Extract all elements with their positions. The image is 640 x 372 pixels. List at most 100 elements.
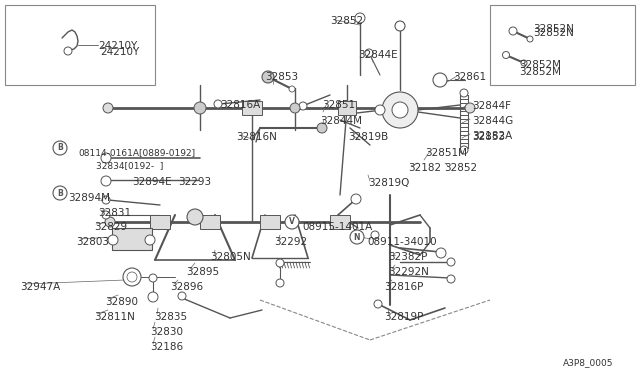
Text: 32851M: 32851M [425,148,467,158]
Circle shape [460,146,468,154]
Bar [150,215,170,229]
Text: 32896: 32896 [170,282,203,292]
Circle shape [521,60,527,66]
Circle shape [374,300,382,308]
Text: 32382P: 32382P [388,252,428,262]
Circle shape [102,211,110,219]
Circle shape [289,86,295,92]
Circle shape [460,89,468,97]
Text: 32186: 32186 [150,342,183,352]
Text: 32811N: 32811N [94,312,135,322]
Text: 32803: 32803 [76,237,109,247]
Text: 32819P: 32819P [384,312,424,322]
Circle shape [102,196,110,204]
Circle shape [447,258,455,266]
Text: 32182: 32182 [408,163,441,173]
Text: 32835: 32835 [154,312,187,322]
Bar [112,228,152,250]
Circle shape [502,51,509,58]
Circle shape [53,186,67,200]
Text: 32819Q: 32819Q [368,178,410,188]
Bar [200,215,220,229]
Text: 32852N: 32852N [533,28,574,38]
Circle shape [382,92,418,128]
Circle shape [392,102,408,118]
Circle shape [148,292,158,302]
Circle shape [101,176,111,186]
Circle shape [355,13,365,23]
Bar [260,215,280,229]
Text: 32182A: 32182A [472,131,512,141]
Text: 32844E: 32844E [358,50,397,60]
Text: 32292: 32292 [274,237,307,247]
Circle shape [351,194,361,204]
Bar [490,5,635,85]
Text: 32831: 32831 [98,208,131,218]
Circle shape [465,103,475,113]
Circle shape [262,71,274,83]
Circle shape [371,231,379,239]
Circle shape [127,272,137,282]
Text: 32861: 32861 [453,72,486,82]
Circle shape [447,275,455,283]
Text: 32947A: 32947A [20,282,60,292]
Circle shape [123,268,141,286]
Circle shape [375,105,385,115]
Text: 08114-0161A[0889-0192]: 08114-0161A[0889-0192] [78,148,195,157]
Circle shape [527,36,533,42]
Text: B: B [57,144,63,153]
Text: 32844F: 32844F [472,101,511,111]
Text: 32844M: 32844M [320,116,362,126]
Text: 32890: 32890 [105,297,138,307]
Text: 32829: 32829 [94,222,127,232]
Text: 32834[0192-  ]: 32834[0192- ] [96,161,163,170]
Text: 32894M: 32894M [68,193,110,203]
Circle shape [509,27,517,35]
Bar [242,101,262,115]
Text: 32852: 32852 [444,163,477,173]
Text: 32819B: 32819B [348,132,388,142]
Text: 32293: 32293 [178,177,211,187]
Text: 32852: 32852 [330,16,363,26]
Text: 32816P: 32816P [384,282,424,292]
Text: 32816A: 32816A [220,100,260,110]
Text: 32895: 32895 [186,267,219,277]
Text: 32851: 32851 [322,100,355,110]
Circle shape [108,235,118,245]
Text: A3P8_0005: A3P8_0005 [563,358,614,367]
Text: 08911-34010: 08911-34010 [367,237,436,247]
Text: 32852N: 32852N [533,24,574,34]
Text: 32844G: 32844G [472,116,513,126]
Text: 32805N: 32805N [210,252,251,262]
Circle shape [395,21,405,31]
Circle shape [285,215,299,229]
Circle shape [103,103,113,113]
Text: 32853: 32853 [472,132,505,142]
Circle shape [350,230,364,244]
Circle shape [178,292,186,300]
Text: 32830: 32830 [150,327,183,337]
Text: 32852M: 32852M [519,67,561,77]
Text: V: V [289,218,295,227]
Text: 32852M: 32852M [519,60,561,70]
Circle shape [214,100,222,108]
Circle shape [433,73,447,87]
Circle shape [290,103,300,113]
Text: 32853: 32853 [265,72,298,82]
Circle shape [145,235,155,245]
Text: B: B [57,189,63,198]
Text: 24210Y: 24210Y [100,47,140,57]
Circle shape [105,217,115,227]
Circle shape [317,123,327,133]
Circle shape [276,279,284,287]
Circle shape [64,47,72,55]
Bar [5,5,155,85]
Bar [330,215,350,229]
Text: N: N [354,232,360,241]
Circle shape [149,274,157,282]
Bar [338,101,356,115]
Text: 32816N: 32816N [236,132,277,142]
Circle shape [194,102,206,114]
Circle shape [436,248,446,258]
Text: 32292N: 32292N [388,267,429,277]
